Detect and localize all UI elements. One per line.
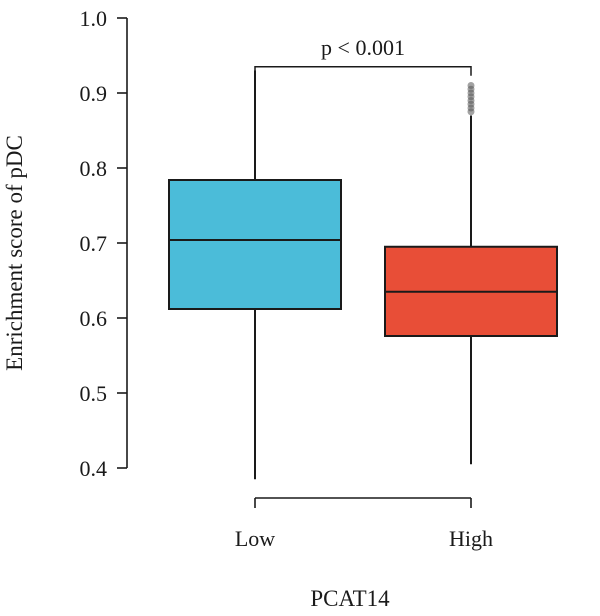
iqr-box (168, 179, 342, 310)
box-high (384, 82, 558, 465)
significance-annotation: p < 0.001 (254, 35, 472, 76)
x-axis: Low High (235, 497, 493, 551)
outlier-point (467, 82, 475, 89)
y-axis-title: Enrichment score of pDC (2, 135, 27, 371)
y-tick-label: 0.4 (80, 456, 108, 481)
x-tick-label-high: High (449, 526, 493, 551)
plot-area (168, 70, 558, 480)
y-tick-label: 0.5 (80, 381, 108, 406)
y-tick-label: 0.8 (80, 156, 108, 181)
y-tick-label: 0.9 (80, 81, 108, 106)
y-tick-label: 0.7 (80, 231, 108, 256)
p-value-label: p < 0.001 (321, 35, 405, 60)
x-tick-label-low: Low (235, 526, 275, 551)
box-low (168, 70, 342, 480)
significance-bracket (254, 66, 472, 76)
y-tick-label: 1.0 (80, 6, 108, 31)
x-axis-title: PCAT14 (310, 586, 390, 611)
y-axis: 0.4 0.5 0.6 0.7 0.8 0.9 1.0 (80, 6, 128, 481)
y-tick-label: 0.6 (80, 306, 108, 331)
